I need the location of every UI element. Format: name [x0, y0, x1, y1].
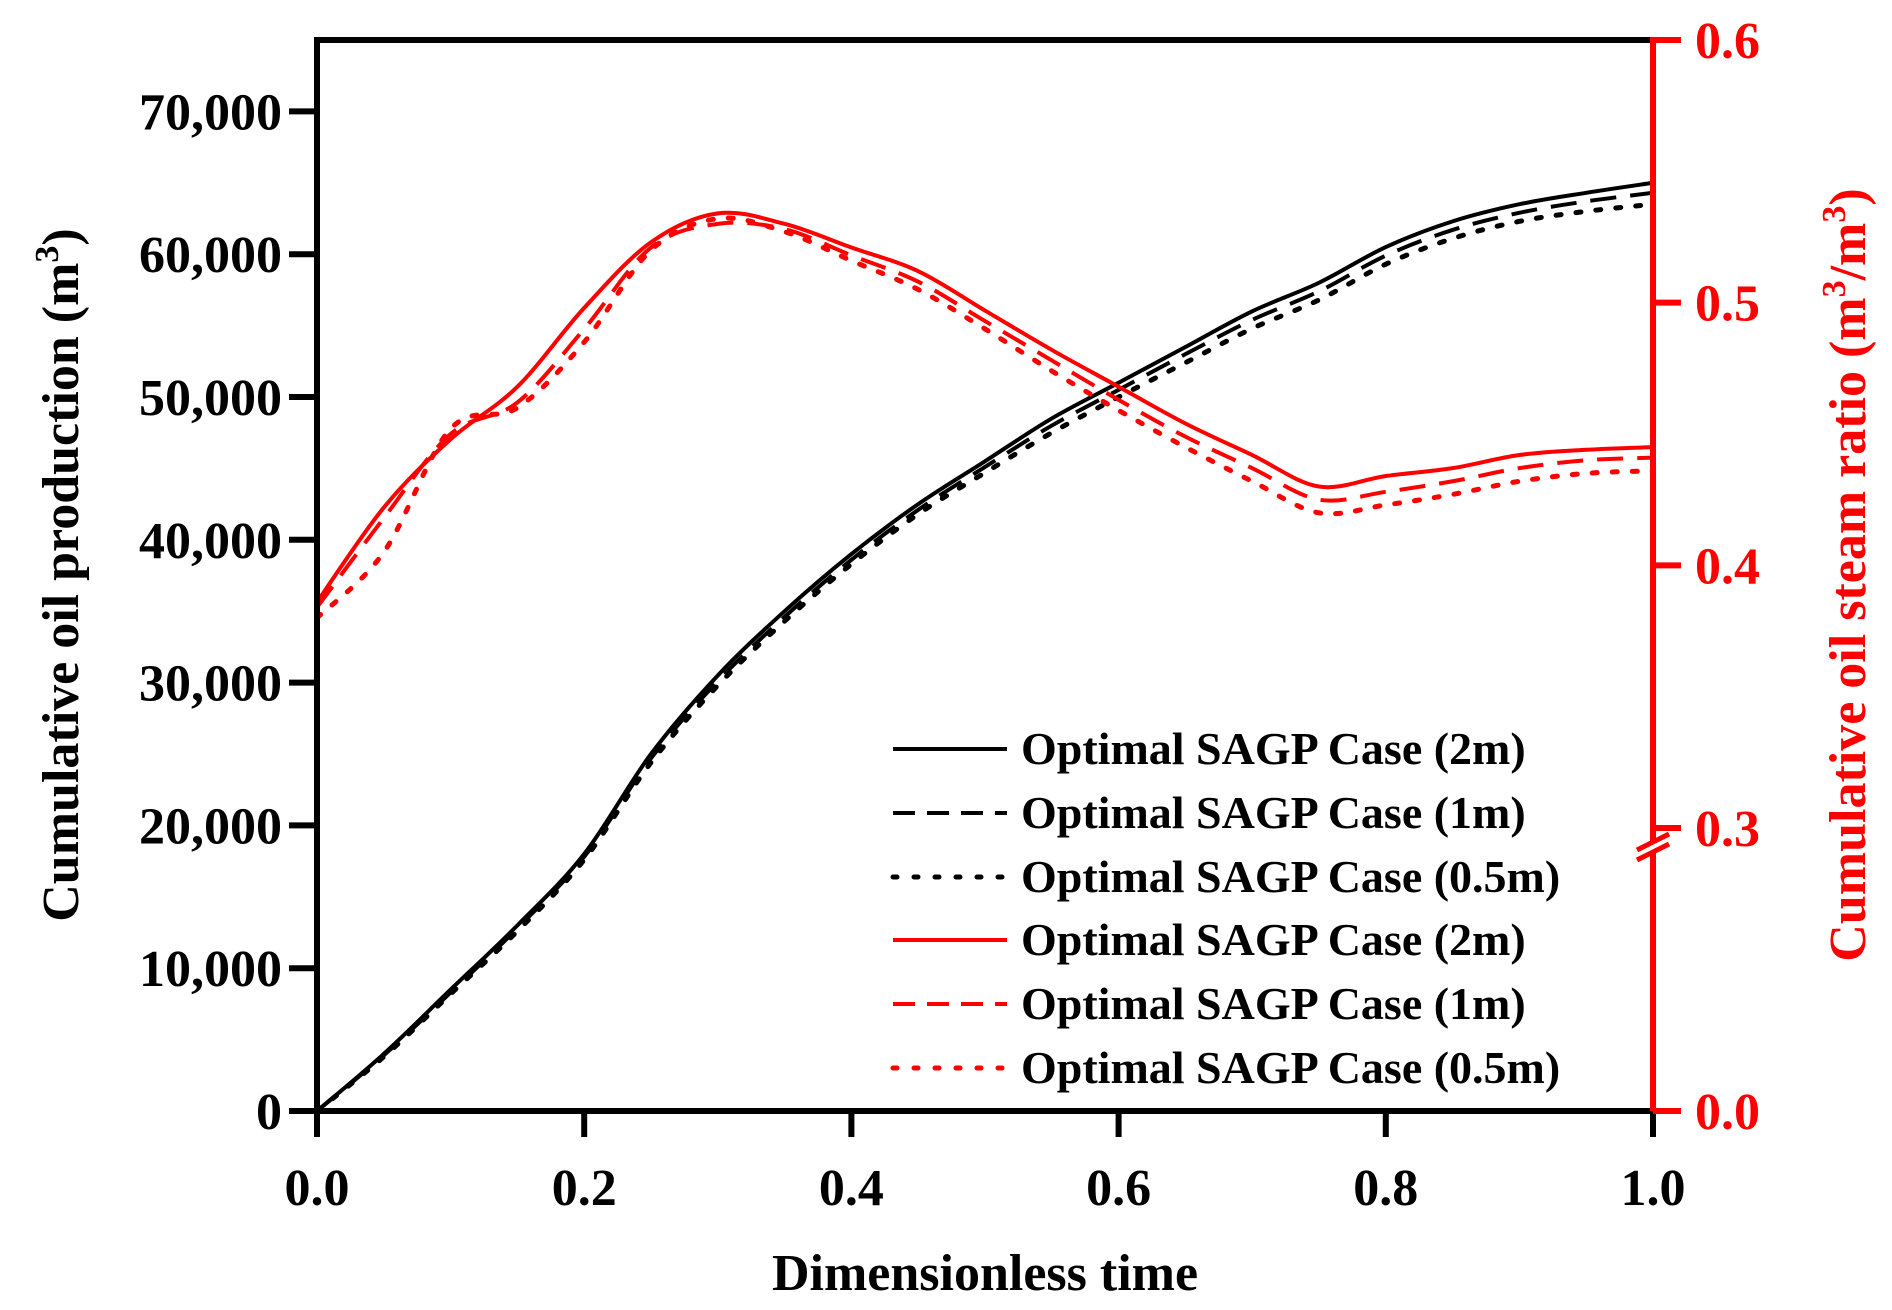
- x-tick-label: 0.2: [552, 1160, 617, 1217]
- right-tick-label: 0.3: [1695, 801, 1760, 858]
- x-tick-label: 0.0: [285, 1160, 350, 1217]
- series-line-right-solid: [315, 210, 1654, 604]
- axis-break-mark: [1635, 841, 1671, 863]
- right-axis-title-mid: /m: [1820, 223, 1877, 282]
- legend-label: Optimal SAGP Case (0.5m): [1021, 1042, 1560, 1093]
- left-axis-title: Cumulative oil production (m3): [29, 228, 90, 922]
- series-line-right-dotted: [314, 215, 1656, 621]
- legend: Optimal SAGP Case (2m) Optimal SAGP Case …: [890, 723, 1560, 1093]
- left-axis-title-text: Cumulative oil production (m: [33, 263, 90, 922]
- right-axis-title-sup2: 3: [1816, 206, 1853, 223]
- series-line-left-dotted: [314, 201, 1656, 1114]
- plot-lines: [314, 180, 1656, 1114]
- legend-label: Optimal SAGP Case (2m): [1021, 914, 1526, 965]
- x-tick-label: 0.8: [1353, 1160, 1418, 1217]
- right-tick-label: 0.6: [1695, 13, 1760, 70]
- series-line-right-dashed: [315, 220, 1654, 609]
- left-tick-label: 40,000: [139, 513, 282, 570]
- axis-break-mark: [1635, 831, 1671, 853]
- left-tick-label: 20,000: [139, 798, 282, 855]
- x-tick-label: 0.4: [819, 1160, 884, 1217]
- right-axis-title-sup1: 3: [1816, 280, 1853, 297]
- legend-label: Optimal SAGP Case (1m): [1021, 787, 1526, 838]
- right-axis-title: Cumulative oil steam ratio (m3/m3): [1816, 188, 1877, 961]
- legend-label: Optimal SAGP Case (2m): [1021, 723, 1526, 774]
- right-axis-title-end: ): [1820, 188, 1877, 205]
- legend-label: Optimal SAGP Case (0.5m): [1021, 851, 1560, 902]
- left-tick-label: 30,000: [139, 656, 282, 713]
- left-axis-title-end: ): [33, 228, 90, 245]
- left-axis-title-sup: 3: [29, 246, 66, 263]
- right-tick-label: 0.0: [1695, 1084, 1760, 1141]
- left-tick-label: 0: [256, 1084, 282, 1141]
- left-tick-label: 60,000: [139, 227, 282, 284]
- left-tick-label: 10,000: [139, 941, 282, 998]
- x-tick-label: 1.0: [1621, 1160, 1686, 1217]
- axes: 0.0 0.2 0.4 0.6 0.8 1.0 0 10,000 20,000 30,000 40,…: [139, 13, 1760, 1217]
- right-tick-label: 0.4: [1695, 538, 1760, 595]
- right-axis-title-text: Cumulative oil steam ratio (m: [1820, 297, 1877, 961]
- right-tick-label: 0.5: [1695, 276, 1760, 333]
- left-tick-label: 70,000: [139, 84, 282, 141]
- x-tick-label: 0.6: [1086, 1160, 1151, 1217]
- series-line-left-solid: [315, 180, 1654, 1113]
- legend-label: Optimal SAGP Case (1m): [1021, 978, 1526, 1029]
- left-tick-label: 50,000: [139, 370, 282, 427]
- x-axis-title: Dimensionless time: [772, 1245, 1198, 1302]
